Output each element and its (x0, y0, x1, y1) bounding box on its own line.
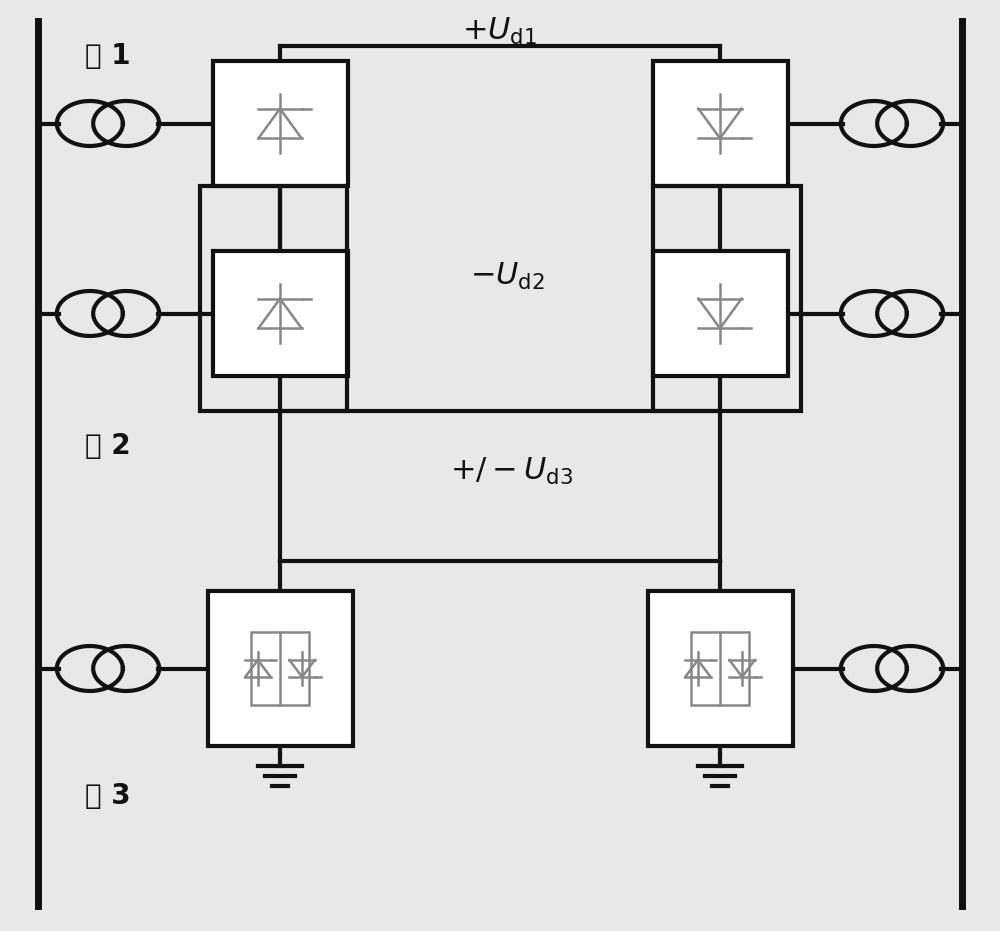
Bar (208, 591, 353, 746)
Bar (648, 591, 792, 746)
Text: 极 2: 极 2 (85, 432, 131, 460)
Text: $-U_{\rm d2}$: $-U_{\rm d2}$ (470, 261, 545, 291)
Bar (652, 61, 788, 186)
Text: 极 1: 极 1 (85, 42, 130, 70)
Text: $+/-U_{\rm d3}$: $+/-U_{\rm d3}$ (450, 455, 573, 487)
Bar (212, 61, 348, 186)
Bar (652, 251, 788, 376)
Bar (691, 632, 749, 705)
Bar (212, 251, 348, 376)
Text: 极 3: 极 3 (85, 782, 131, 810)
Text: $+U_{\rm d1}$: $+U_{\rm d1}$ (462, 16, 538, 47)
Bar (251, 632, 309, 705)
Bar (200, 186, 348, 411)
Bar (652, 186, 800, 411)
